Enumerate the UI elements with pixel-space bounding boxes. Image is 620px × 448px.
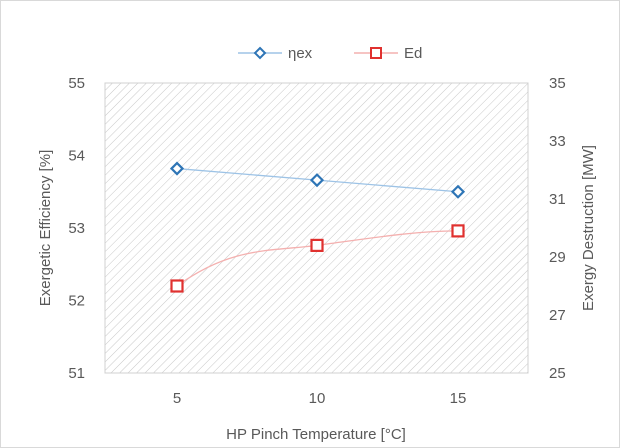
y-tick-label: 52 — [68, 293, 85, 310]
eta-data-point — [169, 161, 185, 176]
y2-tick-label: 25 — [549, 365, 566, 382]
ed-data-point — [451, 224, 465, 238]
x-tick-label: 10 — [309, 390, 326, 407]
y2-tick-label: 27 — [549, 307, 566, 324]
x-tick-label: 5 — [173, 390, 181, 407]
y-axis-title: Exergetic Efficiency [%] — [37, 150, 54, 306]
y2-tick-label: 31 — [549, 191, 566, 208]
legend-ed-marker — [370, 47, 382, 59]
y2-tick-label: 35 — [549, 75, 566, 92]
y-tick-label: 55 — [68, 75, 85, 92]
legend-eta-marker — [253, 46, 267, 60]
ed-data-point — [310, 238, 324, 252]
legend-eta-label: ηex — [288, 45, 313, 62]
y-tick-label: 51 — [68, 365, 85, 382]
ed-data-point — [170, 279, 184, 293]
y-tick-label: 54 — [68, 148, 85, 165]
y-tick-label: 53 — [68, 220, 85, 237]
eta-data-point — [309, 173, 325, 188]
y2-tick-label: 29 — [549, 249, 566, 266]
y2-tick-label: 33 — [549, 133, 566, 150]
x-tick-label: 15 — [450, 390, 467, 407]
x-axis-title: HP Pinch Temperature [°C] — [226, 426, 406, 443]
eta-data-point — [450, 184, 466, 199]
legend-ed-label: Ed — [404, 45, 422, 62]
y2-axis-title: Exergy Destruction [MW] — [580, 145, 597, 311]
